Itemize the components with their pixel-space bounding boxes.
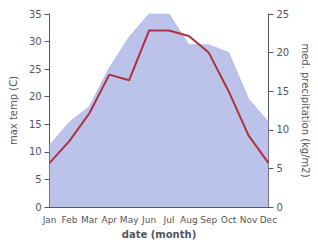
svg-text:35: 35 xyxy=(29,9,42,20)
svg-text:Mar: Mar xyxy=(81,215,98,225)
svg-text:Oct: Oct xyxy=(221,215,237,225)
svg-text:Jul: Jul xyxy=(163,215,175,225)
svg-text:15: 15 xyxy=(29,119,42,130)
svg-text:30: 30 xyxy=(29,36,42,47)
svg-text:15: 15 xyxy=(276,86,289,97)
svg-text:Dec: Dec xyxy=(260,215,277,225)
svg-text:5: 5 xyxy=(35,174,41,185)
svg-text:Aug: Aug xyxy=(180,215,198,225)
svg-text:med. precipitation (kg/m2): med. precipitation (kg/m2) xyxy=(300,43,311,177)
svg-text:20: 20 xyxy=(276,47,289,58)
svg-text:Feb: Feb xyxy=(62,215,78,225)
svg-text:Apr: Apr xyxy=(101,215,117,225)
svg-text:10: 10 xyxy=(29,146,42,157)
svg-text:max temp (C): max temp (C) xyxy=(8,76,19,145)
svg-text:Nov: Nov xyxy=(240,215,258,225)
svg-text:20: 20 xyxy=(29,91,42,102)
svg-text:Sep: Sep xyxy=(200,215,217,225)
svg-text:0: 0 xyxy=(276,202,282,213)
svg-text:5: 5 xyxy=(276,163,282,174)
svg-text:25: 25 xyxy=(276,9,289,20)
svg-text:10: 10 xyxy=(276,124,289,135)
svg-text:25: 25 xyxy=(29,64,42,75)
svg-text:Jan: Jan xyxy=(42,215,57,225)
svg-text:May: May xyxy=(120,215,139,225)
svg-text:date (month): date (month) xyxy=(122,229,196,240)
svg-text:Jun: Jun xyxy=(141,215,156,225)
svg-text:0: 0 xyxy=(35,202,41,213)
